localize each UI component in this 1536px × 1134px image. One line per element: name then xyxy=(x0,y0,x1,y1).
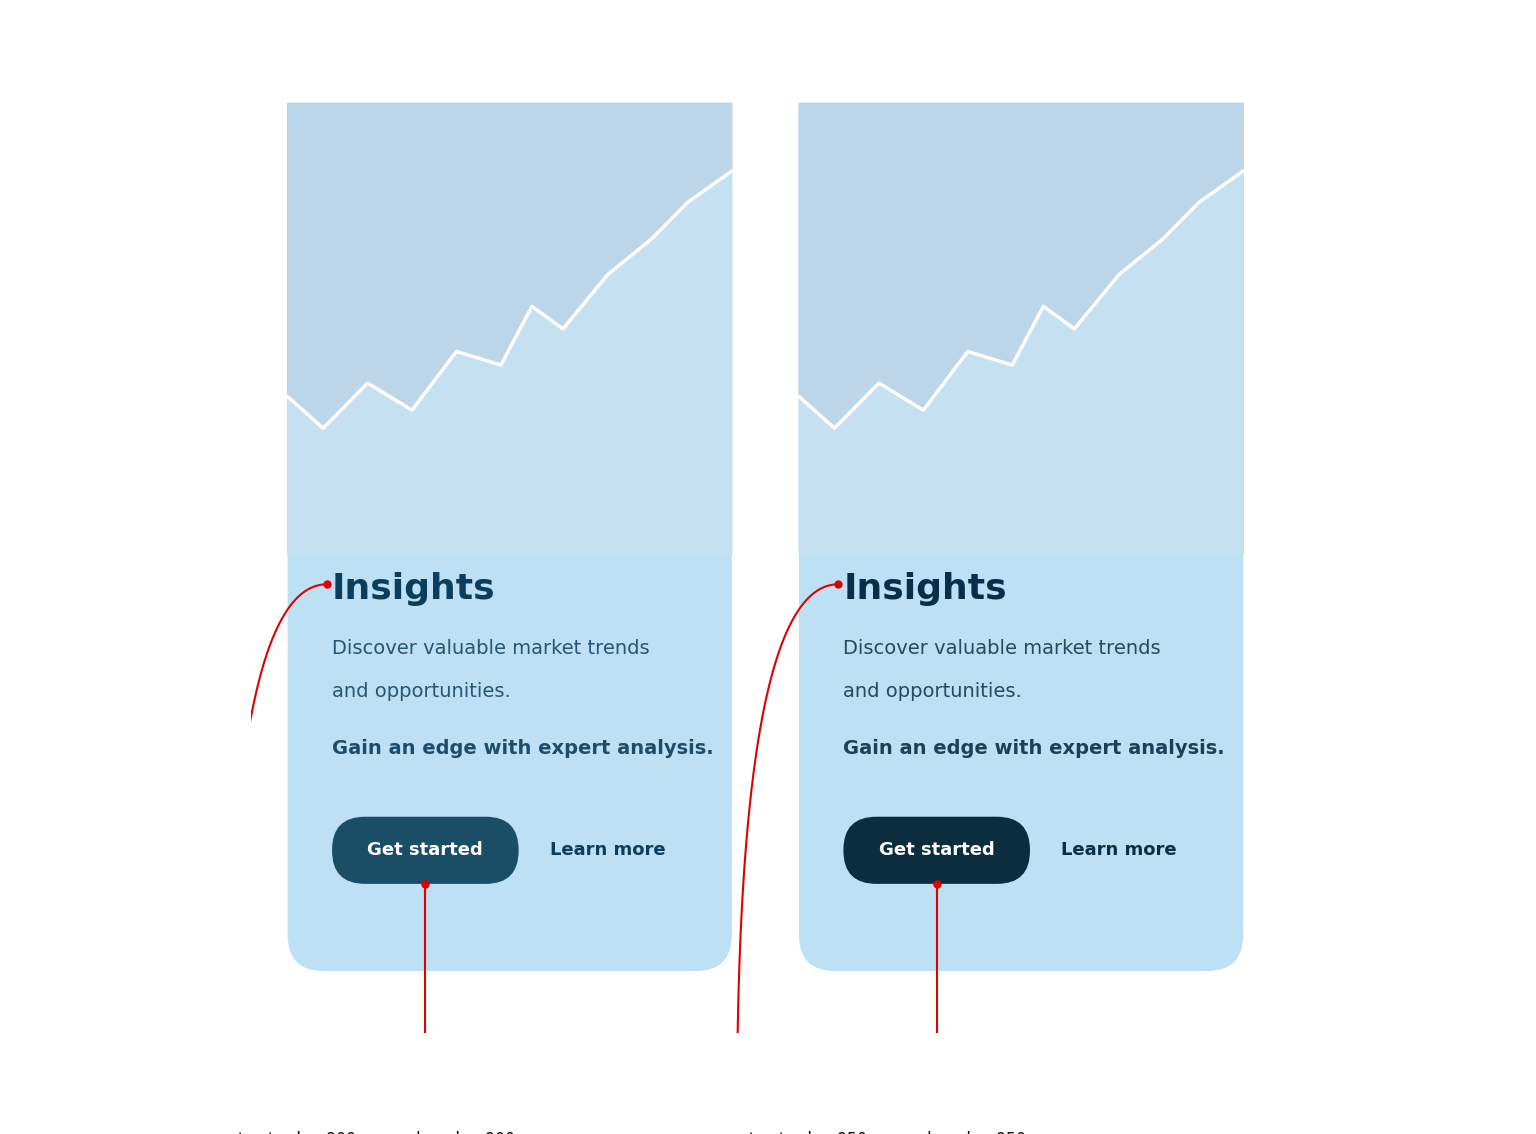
Text: text-sky-900: text-sky-900 xyxy=(237,1132,356,1134)
Text: Gain an edge with expert analysis.: Gain an edge with expert analysis. xyxy=(332,739,714,759)
Text: Discover valuable market trends: Discover valuable market trends xyxy=(843,640,1161,658)
Text: and opportunities.: and opportunities. xyxy=(332,683,511,702)
Text: bg-sky-950: bg-sky-950 xyxy=(926,1132,1026,1134)
Polygon shape xyxy=(799,103,1243,429)
FancyBboxPatch shape xyxy=(799,103,1243,971)
Text: text-sky-950: text-sky-950 xyxy=(748,1132,868,1134)
FancyBboxPatch shape xyxy=(843,816,1031,883)
Text: Insights: Insights xyxy=(843,572,1008,606)
Text: Learn more: Learn more xyxy=(550,841,665,860)
Polygon shape xyxy=(287,171,731,555)
Text: Get started: Get started xyxy=(367,841,484,860)
Text: Get started: Get started xyxy=(879,841,995,860)
FancyBboxPatch shape xyxy=(332,816,519,883)
Text: Learn more: Learn more xyxy=(1061,841,1177,860)
Text: Discover valuable market trends: Discover valuable market trends xyxy=(332,640,650,658)
Polygon shape xyxy=(287,103,731,429)
Text: and opportunities.: and opportunities. xyxy=(843,683,1021,702)
Polygon shape xyxy=(799,171,1243,555)
Text: Insights: Insights xyxy=(332,572,496,606)
Text: bg-sky-900: bg-sky-900 xyxy=(415,1132,515,1134)
Text: Gain an edge with expert analysis.: Gain an edge with expert analysis. xyxy=(843,739,1226,759)
FancyBboxPatch shape xyxy=(287,103,731,971)
